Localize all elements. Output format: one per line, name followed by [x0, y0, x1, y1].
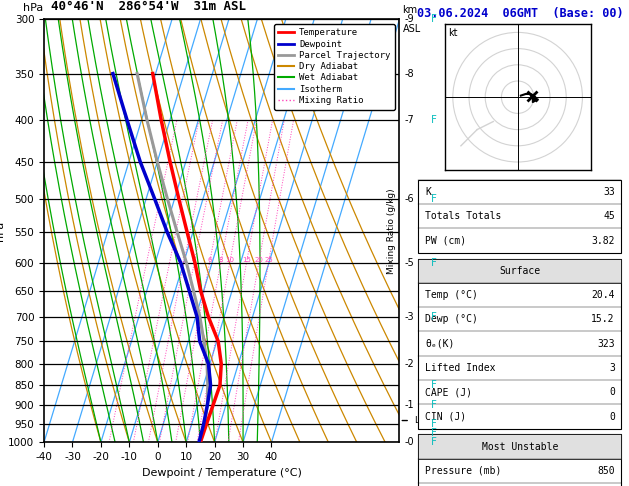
Text: -7: -7: [404, 116, 415, 125]
Text: 33: 33: [603, 187, 615, 197]
Text: 4: 4: [192, 257, 196, 263]
Text: 25: 25: [264, 257, 273, 263]
Text: -8: -8: [404, 69, 414, 79]
Text: kt: kt: [448, 28, 457, 37]
Text: 0: 0: [609, 412, 615, 421]
Text: K: K: [425, 187, 431, 197]
Text: F: F: [431, 194, 437, 204]
Text: -1: -1: [404, 400, 414, 410]
Bar: [418, 259, 621, 283]
Text: Dewp (°C): Dewp (°C): [425, 314, 478, 324]
Bar: [418, 434, 621, 459]
Text: 15.2: 15.2: [591, 314, 615, 324]
Bar: [418, 180, 621, 253]
Text: 03.06.2024  06GMT  (Base: 00): 03.06.2024 06GMT (Base: 00): [416, 7, 623, 20]
Text: -0: -0: [404, 437, 414, 447]
Text: 3: 3: [609, 363, 615, 373]
Text: 323: 323: [597, 339, 615, 348]
Text: θₑ(K): θₑ(K): [425, 339, 454, 348]
Text: 850: 850: [597, 466, 615, 476]
Text: Most Unstable: Most Unstable: [482, 442, 558, 451]
Text: 40°46'N  286°54'W  31m ASL: 40°46'N 286°54'W 31m ASL: [51, 0, 246, 13]
Text: F: F: [431, 380, 437, 390]
Y-axis label: hPa: hPa: [0, 221, 6, 241]
Text: 10: 10: [225, 257, 234, 263]
Legend: Temperature, Dewpoint, Parcel Trajectory, Dry Adiabat, Wet Adiabat, Isotherm, Mi: Temperature, Dewpoint, Parcel Trajectory…: [274, 24, 395, 109]
Text: F: F: [431, 258, 437, 268]
Text: 20: 20: [254, 257, 263, 263]
Text: CIN (J): CIN (J): [425, 412, 466, 421]
Text: Mixing Ratio (g/kg): Mixing Ratio (g/kg): [387, 188, 396, 274]
Text: Surface: Surface: [499, 266, 540, 276]
Text: 0: 0: [609, 387, 615, 397]
Text: F: F: [431, 312, 437, 322]
Text: F: F: [431, 428, 437, 438]
Bar: [418, 259, 621, 429]
Text: 8: 8: [218, 257, 223, 263]
Text: Lifted Index: Lifted Index: [425, 363, 496, 373]
Text: F: F: [431, 419, 437, 429]
Bar: [418, 434, 621, 486]
Text: Temp (°C): Temp (°C): [425, 290, 478, 300]
Text: LCL: LCL: [414, 416, 430, 425]
Text: 45: 45: [603, 211, 615, 221]
Text: -6: -6: [404, 194, 414, 204]
Text: -5: -5: [404, 258, 415, 268]
Text: F: F: [431, 116, 437, 125]
Text: 3.82: 3.82: [591, 236, 615, 245]
Text: CAPE (J): CAPE (J): [425, 387, 472, 397]
Text: 3: 3: [182, 257, 186, 263]
Text: hPa: hPa: [23, 3, 43, 13]
Text: F: F: [431, 15, 437, 24]
Text: -9: -9: [404, 15, 414, 24]
Text: Pressure (mb): Pressure (mb): [425, 466, 501, 476]
X-axis label: Dewpoint / Temperature (°C): Dewpoint / Temperature (°C): [142, 468, 302, 478]
Text: -3: -3: [404, 312, 414, 322]
Text: © weatheronline.co.uk: © weatheronline.co.uk: [468, 472, 572, 481]
Text: -2: -2: [404, 359, 415, 369]
Text: F: F: [431, 437, 437, 447]
Text: ASL: ASL: [403, 24, 421, 35]
Text: Totals Totals: Totals Totals: [425, 211, 501, 221]
Text: 6: 6: [208, 257, 212, 263]
Text: PW (cm): PW (cm): [425, 236, 466, 245]
Text: F: F: [431, 400, 437, 410]
Text: km: km: [403, 4, 418, 15]
Text: 20.4: 20.4: [591, 290, 615, 300]
Text: 15: 15: [242, 257, 251, 263]
